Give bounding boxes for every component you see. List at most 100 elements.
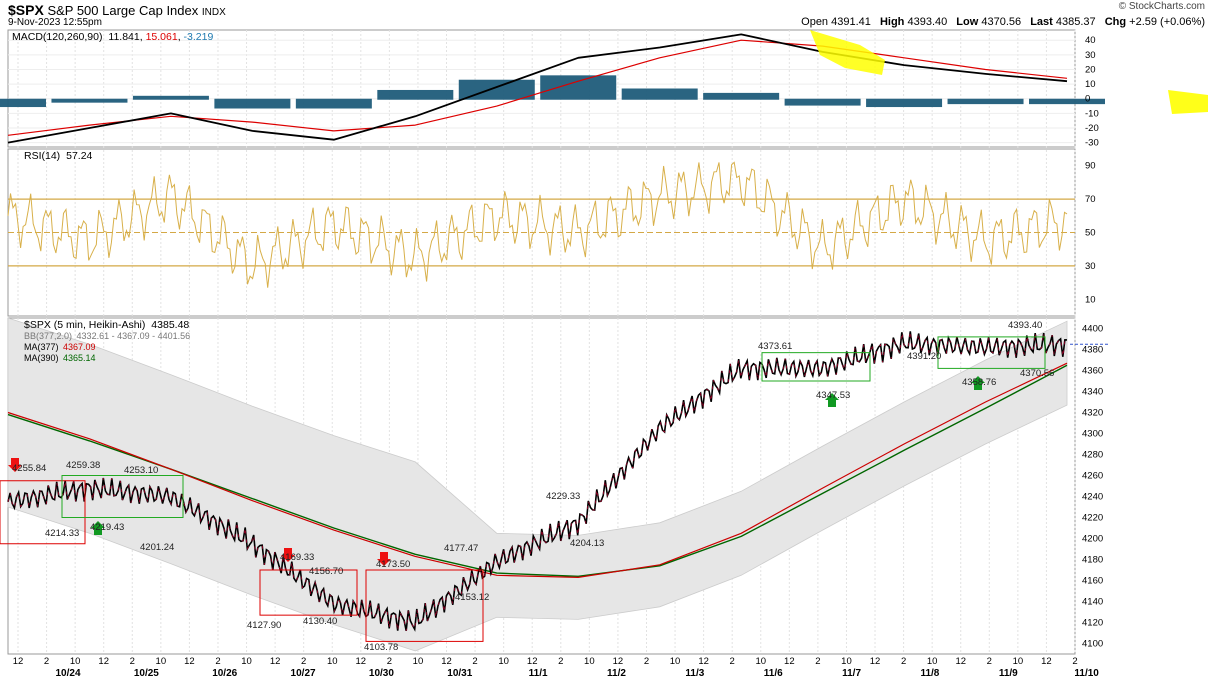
price-y-tick: 4380 (1082, 345, 1103, 356)
x-hour-tick: 2 (301, 656, 306, 667)
x-hour-tick: 12 (613, 656, 624, 667)
low-value: 4370.56 (981, 16, 1022, 28)
x-hour-tick: 10 (498, 656, 509, 667)
x-hour-tick: 12 (870, 656, 881, 667)
x-hour-tick: 10 (841, 656, 852, 667)
rsi-y-tick: 10 (1085, 294, 1096, 305)
price-label: $SPX (5 min, Heikin-Ashi) 4385.48 (24, 319, 189, 331)
x-hour-tick: 10 (413, 656, 424, 667)
price-line (7, 331, 1068, 632)
macd-y-tick: 30 (1085, 50, 1096, 61)
highlight-mark (810, 30, 885, 75)
x-day-tick: 10/24 (55, 668, 80, 678)
ma2-label: MA(390) 4365.14 (24, 353, 96, 363)
price-y-tick: 4240 (1082, 492, 1103, 503)
annotation-box (61, 475, 184, 518)
price-y-tick: 4320 (1082, 408, 1103, 419)
price-annotation: 4156.70 (309, 566, 343, 577)
x-hour-tick: 12 (13, 656, 24, 667)
rsi-panel[interactable] (7, 161, 1075, 288)
macd-panel[interactable] (0, 30, 1208, 144)
x-hour-tick: 2 (387, 656, 392, 667)
x-hour-tick: 2 (901, 656, 906, 667)
x-hour-tick: 12 (1041, 656, 1052, 667)
x-day-tick: 10/31 (447, 668, 472, 678)
price-y-tick: 4260 (1082, 471, 1103, 482)
symbol-name: S&P 500 Large Cap Index (47, 3, 199, 18)
chg-value: +2.59 (+0.06%) (1129, 16, 1205, 28)
price-annotation: 4214.33 (45, 528, 79, 539)
price-y-tick: 4100 (1082, 639, 1103, 650)
sell-arrow-icon (281, 548, 295, 562)
price-annotation: 4373.61 (758, 341, 792, 352)
sell-arrow-icon (377, 552, 391, 566)
x-hour-tick: 10 (241, 656, 252, 667)
macd-y-tick: 20 (1085, 64, 1096, 75)
annotation-box (937, 336, 1046, 369)
macd-hist-bar (295, 98, 372, 109)
price-y-tick: 4340 (1082, 387, 1103, 398)
buy-arrow-icon (91, 521, 105, 535)
x-hour-tick: 2 (730, 656, 735, 667)
macd-label: MACD(120,260,90) 11.841, 15.061, -3.219 (12, 31, 213, 43)
rsi-y-tick: 30 (1085, 261, 1096, 272)
annotation-box (0, 480, 86, 545)
x-day-tick: 11/6 (764, 668, 783, 678)
macd-line (7, 33, 1068, 144)
price-annotation: 4391.20 (907, 351, 941, 362)
x-hour-tick: 10 (1013, 656, 1024, 667)
price-annotation: 4127.90 (247, 620, 281, 631)
x-hour-tick: 12 (955, 656, 966, 667)
macd-hist-bar (377, 89, 454, 100)
x-hour-tick: 2 (1072, 656, 1077, 667)
x-hour-tick: 10 (156, 656, 167, 667)
rsi-y-tick: 50 (1085, 228, 1096, 239)
bb-label: BB(377,2.0) 4332.61 - 4367.09 - 4401.56 (24, 331, 190, 341)
sell-arrow-icon (8, 458, 22, 472)
ohlc-readout: Open 4391.41 High 4393.40 Low 4370.56 La… (801, 16, 1205, 28)
last-value: 4385.37 (1055, 16, 1096, 28)
macd-hist-bar (866, 98, 943, 108)
x-hour-tick: 2 (130, 656, 135, 667)
x-day-tick: 11/1 (529, 668, 548, 678)
price-annotation: 4153.12 (455, 592, 489, 603)
x-day-tick: 11/7 (842, 668, 861, 678)
rsi-line (7, 161, 1068, 288)
price-y-tick: 4160 (1082, 576, 1103, 587)
datetime: 9-Nov-2023 12:55pm (8, 17, 102, 28)
annotation-box (259, 569, 358, 616)
price-y-tick: 4120 (1082, 618, 1103, 629)
exchange: INDX (201, 7, 226, 18)
price-annotation: 4173.50 (376, 559, 410, 570)
price-annotation: 4255.84 (12, 463, 46, 474)
x-hour-tick: 12 (270, 656, 281, 667)
annotation-box (761, 352, 871, 382)
high-value: 4393.40 (907, 16, 948, 28)
price-y-tick: 4360 (1082, 366, 1103, 377)
chg-label: Chg (1104, 16, 1127, 28)
x-day-tick: 10/27 (291, 668, 316, 678)
price-annotation: 4177.47 (444, 543, 478, 554)
price-y-tick: 4220 (1082, 513, 1103, 524)
x-hour-tick: 12 (441, 656, 452, 667)
annotation-box (365, 569, 484, 642)
high-label: High (879, 16, 905, 28)
x-hour-tick: 2 (472, 656, 477, 667)
copyright[interactable]: © StockCharts.com (1118, 1, 1205, 12)
x-hour-tick: 10 (327, 656, 338, 667)
x-hour-tick: 2 (558, 656, 563, 667)
x-hour-tick: 12 (98, 656, 109, 667)
x-hour-tick: 10 (670, 656, 681, 667)
axes: 12 2 10 12 2 10 12 2 10 12 2 10 12 2 10 12 2 10 12 2 10 12 2 10… (13, 35, 1103, 678)
x-hour-tick: 12 (184, 656, 195, 667)
x-hour-tick: 12 (527, 656, 538, 667)
x-hour-tick: 2 (644, 656, 649, 667)
price-panel[interactable]: 4255.84 4259.38 4253.10 4219.43 4214.33 4201.… (0, 317, 1108, 653)
open-value: 4391.41 (831, 16, 871, 28)
price-annotation: 4204.13 (570, 538, 604, 549)
panel-labels: MACD(120,260,90) 11.841, 15.061, -3.219 … (12, 31, 213, 363)
price-y-tick: 4300 (1082, 429, 1103, 440)
price-annotation: 4253.10 (124, 465, 158, 476)
x-hour-tick: 2 (987, 656, 992, 667)
